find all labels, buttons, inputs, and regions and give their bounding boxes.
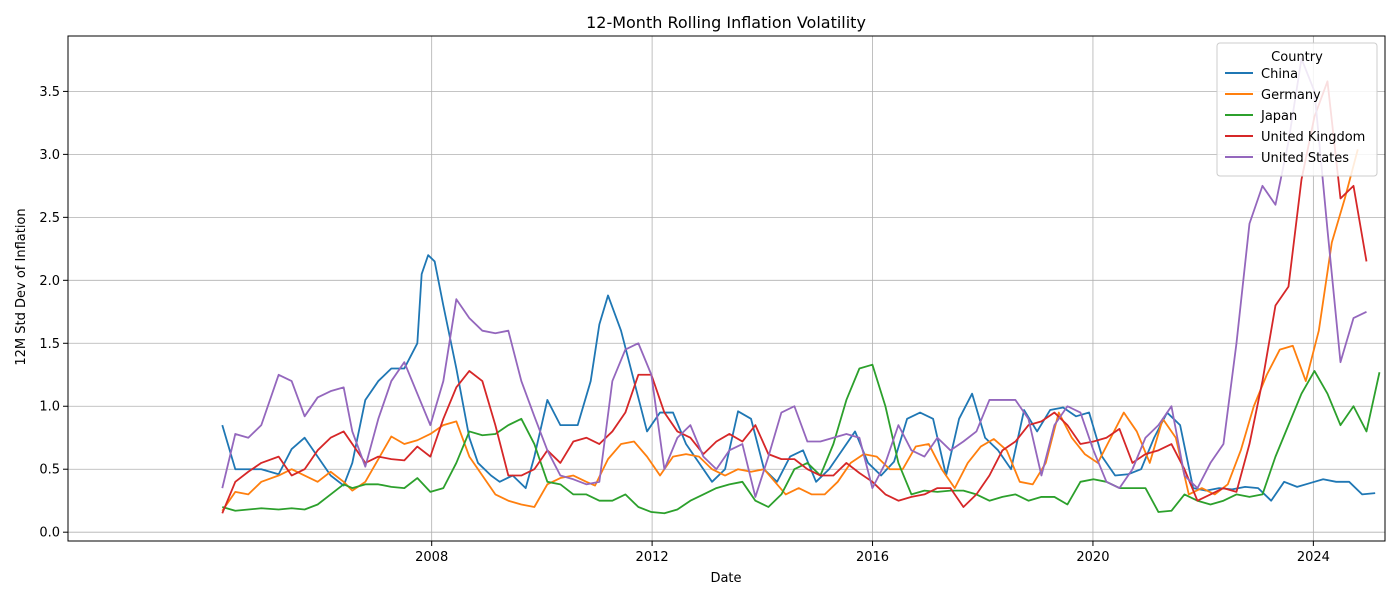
y-tick-label: 0.5 [39, 463, 60, 478]
plot-area [221, 57, 1381, 515]
legend: Country China Germany Japan United Kingdom Un… [1216, 42, 1378, 177]
legend-label: Germany [1261, 88, 1321, 103]
y-tick-label: 2.0 [39, 274, 60, 289]
series-line-united-kingdom [221, 80, 1368, 514]
y-tick-label: 0.0 [39, 526, 60, 541]
legend-box [1216, 42, 1378, 177]
chart-title: 12-Month Rolling Inflation Volatility [586, 13, 866, 32]
legend-label: China [1261, 67, 1298, 82]
x-tick-label: 2008 [415, 550, 448, 565]
series-line-japan [222, 363, 1381, 515]
x-tick-label: 2016 [856, 550, 889, 565]
y-tick-label: 1.0 [39, 400, 60, 415]
y-tick-label: 1.5 [39, 337, 60, 352]
y-tick-label: 2.5 [39, 211, 60, 226]
y-axis: 0.0 0.5 1.0 1.5 2.0 2.5 3.0 3.5 [39, 85, 68, 541]
x-axis-title: Date [710, 571, 741, 586]
series-line-china [221, 254, 1376, 502]
legend-label: United Kingdom [1261, 130, 1365, 145]
legend-label: Japan [1260, 109, 1297, 124]
x-axis: 2008 2012 2016 2020 2024 [415, 541, 1330, 565]
legend-label: United States [1261, 151, 1349, 166]
x-tick-label: 2020 [1076, 550, 1109, 565]
y-tick-label: 3.5 [39, 85, 60, 100]
x-tick-label: 2024 [1297, 550, 1330, 565]
series-line-germany [221, 149, 1359, 512]
series-line-united-states [221, 57, 1367, 498]
y-axis-title: 12M Std Dev of Inflation [14, 208, 29, 365]
x-tick-label: 2012 [636, 550, 669, 565]
y-tick-label: 3.0 [39, 148, 60, 163]
plot-frame [67, 35, 1386, 542]
legend-title: Country [1271, 50, 1323, 65]
